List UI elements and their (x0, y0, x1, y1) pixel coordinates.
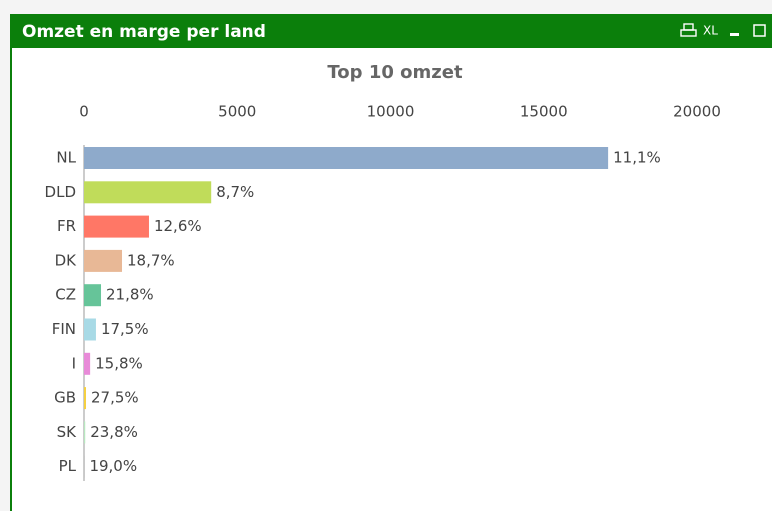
bar (84, 455, 85, 478)
margin-label: 11,1% (613, 149, 661, 167)
y-tick-label: CZ (55, 286, 76, 304)
margin-label: 8,7% (216, 183, 254, 201)
margin-label: 19,0% (89, 457, 137, 475)
y-tick-label: DLD (45, 183, 76, 201)
x-tick-label: 20000 (673, 103, 721, 121)
x-tick-label: 15000 (520, 103, 568, 121)
window (10, 14, 772, 511)
bar (84, 215, 149, 238)
x-tick-label: 0 (79, 103, 89, 121)
margin-label: 15,8% (95, 354, 143, 372)
x-tick-label: 5000 (218, 103, 256, 121)
margin-label: 27,5% (91, 389, 139, 407)
y-tick-label: FIN (52, 320, 76, 338)
bar (84, 318, 96, 341)
y-tick-label: FR (57, 217, 76, 235)
margin-label: 18,7% (127, 251, 175, 269)
bar (84, 147, 609, 169)
margin-label: 21,8% (106, 286, 154, 304)
bar (84, 352, 91, 375)
window-border (10, 48, 12, 511)
excel-button[interactable]: XL (703, 24, 718, 38)
y-tick-label: PL (59, 457, 77, 475)
margin-label: 17,5% (101, 320, 149, 338)
bar (84, 284, 102, 307)
bar (84, 249, 123, 272)
window-title: Omzet en marge per land (22, 22, 266, 42)
print-icon[interactable] (680, 23, 697, 37)
x-tick-label: 10000 (367, 103, 415, 121)
margin-label: 23,8% (90, 423, 138, 441)
y-tick-label: SK (57, 423, 78, 441)
maximize-button[interactable] (753, 24, 766, 37)
y-tick-label: I (72, 354, 76, 372)
window-header (10, 14, 772, 48)
y-tick-label: NL (56, 149, 76, 167)
y-tick-label: GB (54, 389, 76, 407)
chart-title: Top 10 omzet (327, 62, 463, 83)
y-tick-label: DK (55, 251, 78, 269)
margin-label: 12,6% (154, 217, 202, 235)
bar (84, 421, 86, 444)
bar (84, 181, 212, 204)
minimize-button[interactable] (730, 33, 739, 36)
bar (84, 387, 86, 410)
